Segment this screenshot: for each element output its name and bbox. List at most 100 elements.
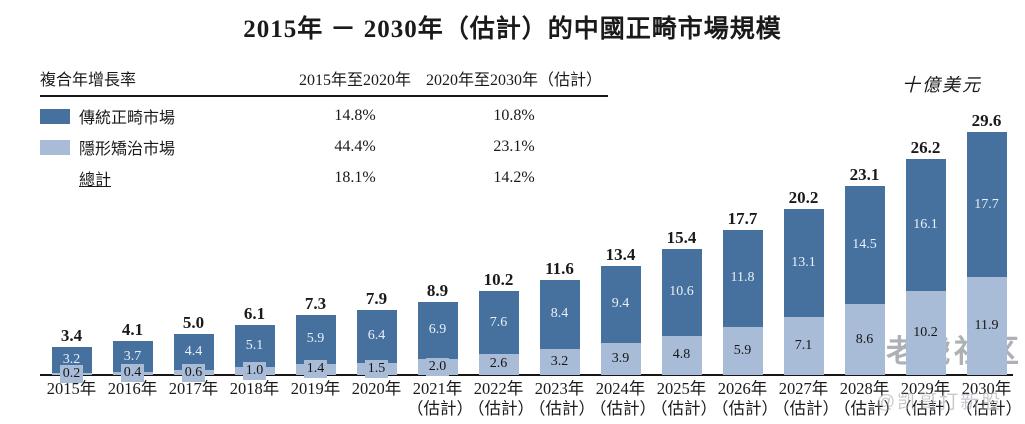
invisible-segment: 4.8 [661, 335, 702, 375]
segment-value-label: 6.9 [425, 321, 450, 340]
x-axis-label-2023年: 2023年 （估計） [529, 379, 595, 418]
x-axis-labels: 2015年 2016年 2017年 2018年 2019年 2020年 2021年 （估計） 2… [41, 379, 1022, 419]
stacked-bar-2019年: 5.9 1.4 [295, 315, 336, 379]
x-axis-label-2019年: 2019年 [290, 379, 341, 398]
x-axis-label-2022年: 2022年 （估計） [468, 379, 534, 418]
total-value-label: 20.2 [788, 188, 819, 208]
segment-value-label: 0.2 [59, 365, 84, 384]
traditional-segment: 4.4 [173, 334, 214, 371]
segment-value-label: 3.9 [608, 350, 633, 369]
segment-value-label: 2.0 [425, 357, 450, 376]
cagr-header-col2: 2020年至2030年（估計） [425, 72, 602, 89]
bar-slot-2025年: 15.4 10.6 4.8 [651, 96, 712, 375]
unit-label: 十億美元 [902, 75, 982, 95]
bar-slot-2018年: 6.1 5.1 1.0 [224, 96, 285, 380]
segment-value-label: 0.4 [120, 364, 145, 383]
x-axis-label-2029年: 2029年 （估計） [895, 379, 961, 418]
invisible-segment: 7.1 [783, 316, 824, 375]
cagr-row-label: 總計 [79, 172, 112, 189]
x-axis-label-2018年: 2018年 [229, 379, 280, 398]
x-axis-sublabel: （估計） [956, 399, 1022, 418]
traditional-segment: 3.7 [112, 341, 153, 372]
segment-value-label: 3.2 [547, 352, 572, 371]
bar-slot-2029年: 26.2 16.1 10.2 [895, 96, 956, 375]
x-axis-sublabel: （估計） [895, 399, 961, 418]
cagr-table-header: 複合年增長率 2015年至2020年 2020年至2030年（估計） [40, 66, 608, 97]
stacked-bar-2027年: 13.1 7.1 [783, 209, 824, 375]
traditional-segment: 3.2 [51, 347, 92, 374]
total-value-label: 5.0 [182, 313, 205, 333]
bar-slot-2020年: 7.9 6.4 1.5 [346, 96, 407, 378]
traditional-segment: 6.9 [417, 302, 458, 359]
cagr-value: 10.8% [493, 107, 535, 124]
cagr-row-label: 隱形矯治市場 [79, 141, 176, 158]
bar-slot-2021年: 8.9 6.9 2.0 [407, 96, 468, 376]
segment-value-label: 13.1 [788, 254, 819, 273]
invisible-segment: 1.4 [295, 360, 336, 379]
bar-slot-2017年: 5.0 4.4 0.6 [163, 96, 224, 382]
x-axis-label-2028年: 2028年 （估計） [834, 379, 900, 418]
stacked-bar-2020年: 6.4 1.5 [356, 310, 397, 378]
x-axis-label-2027年: 2027年 （估計） [773, 379, 839, 418]
segment-value-label: 16.1 [910, 216, 941, 235]
x-axis-label-2017年: 2017年 [168, 379, 219, 398]
segment-value-label: 5.1 [242, 336, 267, 355]
cagr-header-col1: 2015年至2020年 [298, 72, 411, 89]
segment-value-label: 8.4 [547, 305, 572, 324]
bar-chart: 3.4 3.2 0.2 4.1 3.7 0.4 5.0 4.4 0.6 6.1 5.1 1.0 7.3 5… [40, 96, 1017, 384]
bar-slot-2030年: 29.6 17.7 11.9 [956, 96, 1017, 375]
invisible-segment: 0.6 [173, 363, 214, 382]
invisible-segment: 3.9 [600, 343, 641, 375]
cagr-value: 14.8% [334, 107, 376, 124]
x-axis-label-2020年: 2020年 [351, 379, 402, 398]
segment-value-label: 5.9 [730, 341, 755, 360]
x-axis-label-2026年: 2026年 （估計） [712, 379, 778, 418]
segment-value-label: 2.6 [486, 355, 511, 374]
x-axis-label-2024年: 2024年 （估計） [590, 379, 656, 418]
traditional-segment: 13.1 [783, 209, 824, 317]
x-axis-label-2015年: 2015年 [46, 379, 97, 398]
total-value-label: 26.2 [910, 138, 941, 158]
x-axis-sublabel: （估計） [590, 399, 656, 418]
total-value-label: 6.1 [243, 304, 266, 323]
invisible-segment: 11.9 [966, 277, 1007, 375]
invisible-segment: 0.2 [51, 365, 92, 384]
traditional-segment: 16.1 [905, 159, 946, 292]
total-value-label: 4.1 [121, 320, 144, 340]
total-value-label: 7.3 [304, 294, 327, 314]
x-axis-sublabel: （估計） [468, 399, 534, 418]
cagr-header-label: 複合年增長率 [40, 72, 137, 89]
stacked-bar-2015年: 3.2 0.2 [51, 347, 92, 384]
cagr-row-traditional: 傳統正畸市場 14.8% 10.8% [40, 104, 608, 128]
x-axis-sublabel: （估計） [773, 399, 839, 418]
stacked-bar-2028年: 14.5 8.6 [844, 185, 885, 375]
segment-value-label: 7.6 [486, 313, 511, 332]
invisible-segment: 2.6 [478, 353, 519, 375]
segment-value-label: 6.4 [364, 327, 389, 346]
bar-slot-2019年: 7.3 5.9 1.4 [285, 96, 346, 379]
traditional-segment: 6.4 [356, 310, 397, 363]
invisible-segment: 5.9 [722, 326, 763, 375]
stacked-bar-2022年: 7.6 2.6 [478, 291, 519, 375]
stacked-bar-2030年: 17.7 11.9 [966, 132, 1007, 375]
x-axis-label-2021年: 2021年 （估計） [407, 379, 473, 418]
total-value-label: 3.4 [60, 326, 83, 346]
invisible-segment: 2.0 [417, 357, 458, 376]
x-axis-sublabel: （估計） [712, 399, 778, 418]
stacked-bar-2021年: 6.9 2.0 [417, 302, 458, 376]
cagr-row-label: 傳統正畸市場 [79, 110, 176, 127]
chart-title: 2015年 － 2030年（估計）的中國正畸市場規模 [243, 16, 782, 43]
segment-value-label: 7.1 [791, 336, 816, 355]
traditional-segment: 5.1 [234, 325, 275, 367]
cagr-table: 複合年增長率 2015年至2020年 2020年至2030年（估計） 傳統正畸市… [40, 66, 608, 190]
total-value-label: 23.1 [849, 164, 880, 184]
traditional-market-swatch-icon [40, 108, 70, 124]
invisible-segment: 0.4 [112, 364, 153, 383]
total-value-label: 11.6 [545, 258, 574, 278]
traditional-segment: 10.6 [661, 248, 702, 336]
cagr-value: 23.1% [493, 138, 535, 155]
invisible-segment: 3.2 [539, 348, 580, 375]
segment-value-label: 0.6 [181, 363, 206, 382]
segment-value-label: 3.2 [59, 351, 84, 370]
x-axis-sublabel: （估計） [651, 399, 717, 418]
